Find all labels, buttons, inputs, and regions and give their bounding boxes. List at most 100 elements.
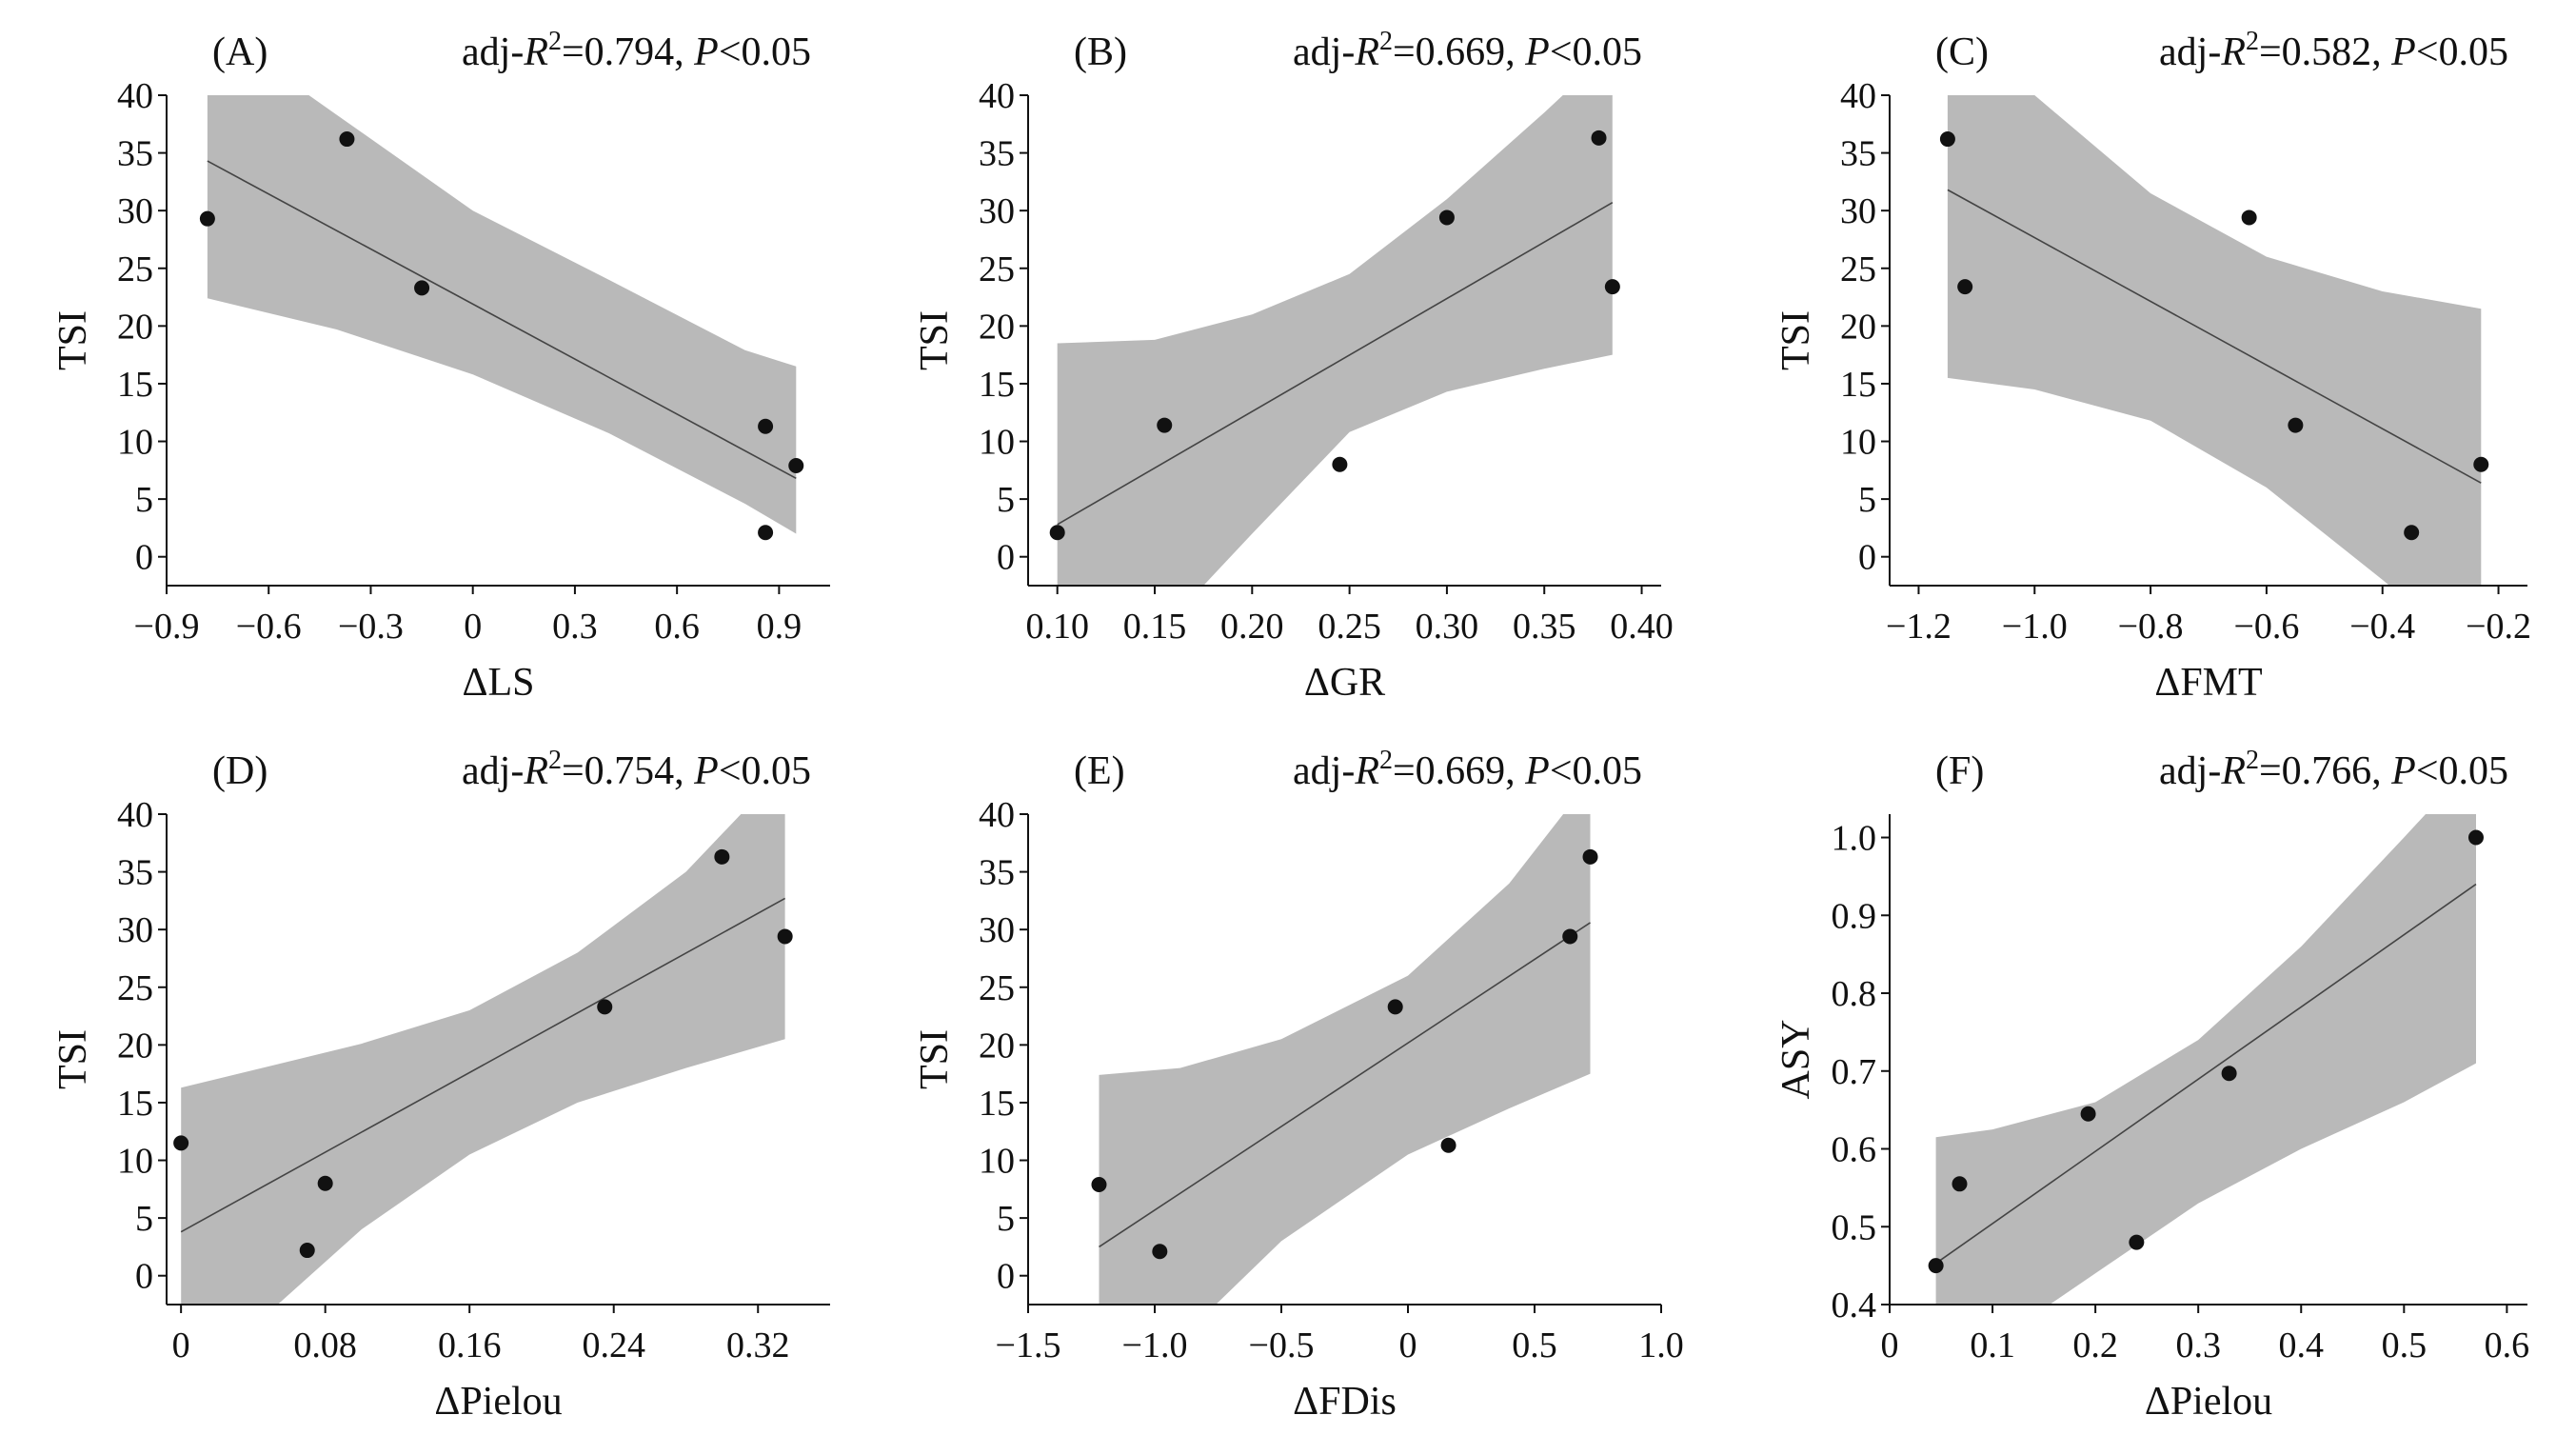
annotation-p: P <box>2390 30 2416 74</box>
y-tick-label: 0 <box>997 1257 1015 1297</box>
confidence-band <box>181 814 785 1305</box>
data-point <box>2221 1066 2237 1082</box>
data-point <box>714 848 730 865</box>
annotation-prefix: adj- <box>2159 30 2221 74</box>
data-point <box>1939 131 1955 148</box>
y-tick-label: 30 <box>979 910 1015 950</box>
x-tick-label: −1.5 <box>996 1325 1061 1365</box>
annotation-ptail: <0.05 <box>719 30 811 74</box>
confidence-band <box>207 95 797 534</box>
y-tick-label: 30 <box>979 191 1015 231</box>
y-tick-label: 0.7 <box>1832 1052 1877 1092</box>
annotation-r: R <box>2220 749 2246 793</box>
annotation-r: R <box>523 749 548 793</box>
x-tick-label: 0.16 <box>438 1325 502 1365</box>
data-point <box>2473 456 2489 472</box>
annotation-ptail: <0.05 <box>2416 749 2508 793</box>
panel-e: 0 5 10 15 20 25 30 35 40 −1.5 −1.0 −0.5 0 0.5 1.0 ΔFDis… <box>913 746 1684 1424</box>
data-point <box>339 131 355 148</box>
annotation-prefix: adj- <box>462 30 524 74</box>
y-tick-label: 10 <box>117 1142 153 1182</box>
y-axis-label: TSI <box>51 310 95 370</box>
x-tick-label: 0.20 <box>1220 607 1284 647</box>
x-tick-label: 0.2 <box>2072 1325 2118 1365</box>
fit-annotation: adj-R2=0.582, P<0.05 <box>2159 27 2508 74</box>
y-tick-label: 0.9 <box>1832 896 1877 936</box>
y-tick-label: 0 <box>135 538 153 578</box>
fit-annotation: adj-R2=0.794, P<0.05 <box>462 27 811 74</box>
x-tick-label: 0 <box>1881 1325 1899 1365</box>
y-tick-label: 15 <box>979 365 1015 405</box>
data-point <box>2467 829 2484 846</box>
annotation-prefix: adj- <box>1293 30 1355 74</box>
y-axis-label: TSI <box>913 310 957 370</box>
data-point <box>1332 456 1348 472</box>
x-tick-label: 0.32 <box>726 1325 790 1365</box>
data-point <box>1604 279 1620 295</box>
x-axis-label: ΔPielou <box>2145 1380 2272 1424</box>
y-tick-label: 5 <box>135 1199 153 1239</box>
x-tick-label: 0 <box>172 1325 190 1365</box>
regression-line <box>207 160 797 480</box>
x-tick-label: −0.6 <box>2233 607 2299 647</box>
annotation-ptail: <0.05 <box>719 749 811 793</box>
x-tick-label: 0.5 <box>2382 1325 2427 1365</box>
annotation-value: =0.754, <box>562 749 694 793</box>
data-point <box>1562 928 1578 945</box>
data-point <box>173 1135 189 1151</box>
data-point <box>1387 999 1403 1015</box>
panel-c: 0 5 10 15 20 25 30 35 40 −1.2 −1.0 −0.8 −0.6 −0.4 −0.2… <box>1774 27 2531 705</box>
annotation-sup: 2 <box>1379 746 1393 775</box>
y-tick-label: 0.8 <box>1832 974 1877 1014</box>
annotation-r: R <box>2220 30 2246 74</box>
x-tick-label: 0.9 <box>757 607 803 647</box>
confidence-band <box>1935 814 2476 1305</box>
y-tick-label: 40 <box>117 795 153 835</box>
annotation-p: P <box>693 30 719 74</box>
annotation-p: P <box>2390 749 2416 793</box>
annotation-sup: 2 <box>2246 27 2259 56</box>
annotation-prefix: adj- <box>1293 749 1355 793</box>
data-point <box>199 210 215 227</box>
confidence-band <box>1099 814 1591 1305</box>
y-tick-label: 15 <box>979 1084 1015 1124</box>
y-tick-label: 0.4 <box>1832 1286 1877 1325</box>
y-tick-label: 5 <box>997 480 1015 520</box>
x-tick-label: 0.10 <box>1025 607 1089 647</box>
data-point <box>1582 848 1598 865</box>
annotation-ptail: <0.05 <box>1550 30 1642 74</box>
y-tick-label: 10 <box>117 423 153 463</box>
annotation-sup: 2 <box>548 746 562 775</box>
y-tick-label: 0.6 <box>1832 1130 1877 1170</box>
y-tick-label: 30 <box>117 910 153 950</box>
annotation-sup: 2 <box>1379 27 1393 56</box>
annotation-p: P <box>693 749 719 793</box>
y-tick-label: 0 <box>135 1257 153 1297</box>
x-tick-label: 0.5 <box>1512 1325 1557 1365</box>
y-tick-label: 25 <box>117 249 153 289</box>
annotation-value: =0.669, <box>1393 30 1525 74</box>
regression-line <box>180 897 786 1233</box>
y-tick-label: 30 <box>117 191 153 231</box>
annotation-prefix: adj- <box>462 749 524 793</box>
x-tick-label: 0.25 <box>1318 607 1381 647</box>
y-tick-label: 10 <box>1840 423 1876 463</box>
x-tick-label: −0.4 <box>2349 607 2415 647</box>
annotation-sup: 2 <box>2246 746 2259 775</box>
annotation-r: R <box>1354 749 1379 793</box>
x-axis-label: ΔLS <box>462 661 534 705</box>
x-axis-label: ΔPielou <box>434 1380 562 1424</box>
x-axis-label: ΔGR <box>1304 661 1385 705</box>
data-point <box>597 999 613 1015</box>
y-tick-label: 10 <box>979 423 1015 463</box>
x-tick-label: −0.6 <box>236 607 302 647</box>
x-tick-label: 0.1 <box>1970 1325 2015 1365</box>
x-tick-label: 0.35 <box>1513 607 1576 647</box>
y-tick-label: 5 <box>1858 480 1876 520</box>
x-tick-label: 0.40 <box>1610 607 1674 647</box>
data-point <box>2404 525 2420 541</box>
y-tick-label: 30 <box>1840 191 1876 231</box>
x-tick-label: 0.6 <box>654 607 700 647</box>
panel-a: 0 5 10 15 20 25 30 35 40 −0.9 −0.6 −0.3 0 0.3 0.6 0.9 ΔL… <box>51 27 830 705</box>
x-axis-label: ΔFMT <box>2154 661 2262 705</box>
